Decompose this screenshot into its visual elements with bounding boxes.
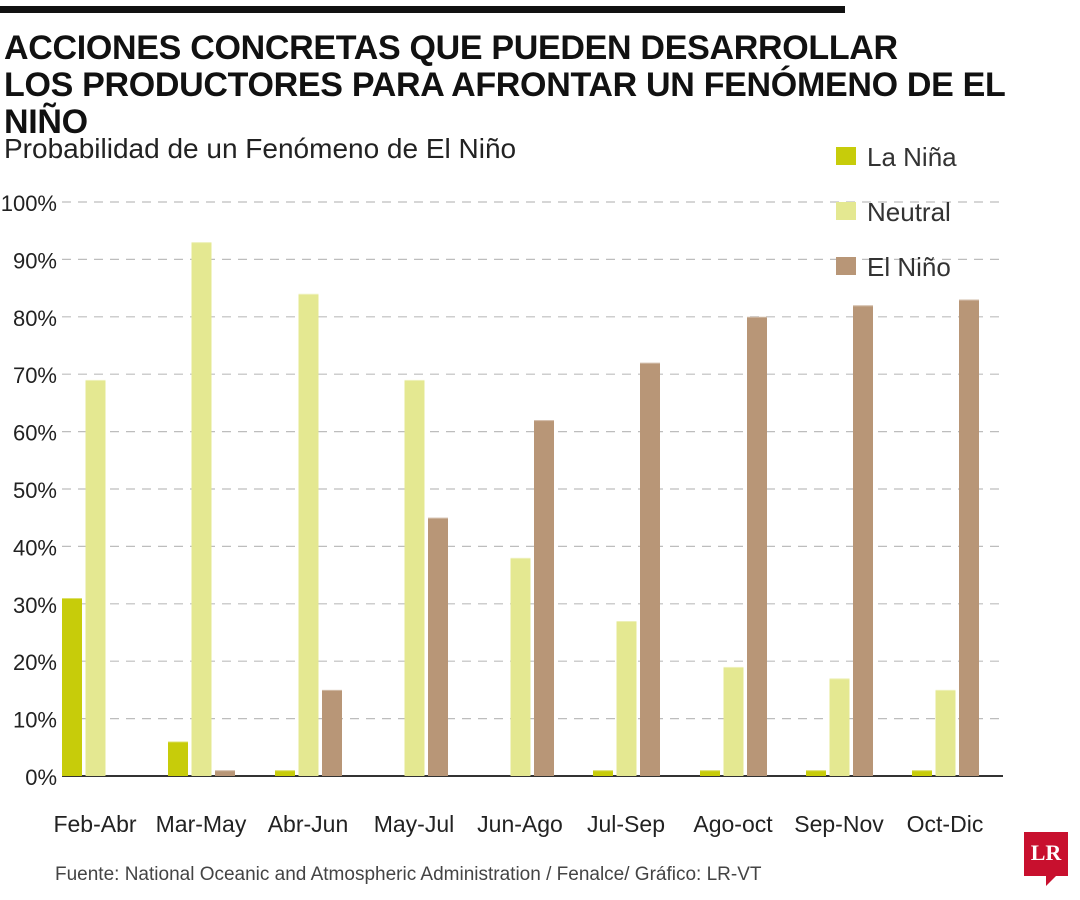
bar-neutral bbox=[723, 666, 744, 776]
y-tick-label: 70% bbox=[13, 363, 57, 388]
lr-logo-text: LR bbox=[1030, 840, 1062, 865]
bar-la-nina bbox=[593, 770, 613, 776]
bar-la-nina bbox=[168, 741, 188, 776]
bar-la-nina bbox=[700, 770, 720, 776]
y-tick-label: 30% bbox=[13, 593, 57, 618]
x-tick-label: Oct-Dic bbox=[907, 811, 984, 837]
x-tick-label: Mar-May bbox=[156, 811, 247, 837]
bar-el-nino bbox=[640, 362, 660, 776]
page-title-line-2: LOS PRODUCTORES PARA AFRONTAR UN FENÓMEN… bbox=[4, 66, 1005, 141]
bar-neutral bbox=[616, 621, 637, 776]
bar-el-nino bbox=[534, 420, 554, 776]
y-tick-label: 0% bbox=[25, 765, 57, 790]
page-title-line-1: ACCIONES CONCRETAS QUE PUEDEN DESARROLLA… bbox=[4, 29, 898, 67]
x-tick-label: Jun-Ago bbox=[477, 811, 563, 837]
bar-el-nino bbox=[428, 517, 448, 776]
bar-la-nina bbox=[275, 770, 295, 776]
page-title: ACCIONES CONCRETAS QUE PUEDEN DESARROLLA… bbox=[4, 30, 1064, 141]
x-tick-label: Ago-oct bbox=[693, 811, 773, 837]
bar-el-nino bbox=[853, 305, 873, 776]
legend-label: Neutral bbox=[867, 197, 951, 227]
x-tick-label: May-Jul bbox=[374, 811, 455, 837]
bar-neutral bbox=[829, 678, 850, 776]
x-tick-label: Sep-Nov bbox=[794, 811, 884, 837]
bar-el-nino bbox=[747, 316, 767, 776]
legend-swatch-la-nina bbox=[836, 147, 856, 165]
legend-label: El Niño bbox=[867, 252, 951, 282]
legend-swatch-el-nino bbox=[836, 257, 856, 275]
y-tick-label: 10% bbox=[13, 708, 57, 733]
chart-title: Probabilidad de un Fenómeno de El Niño bbox=[4, 133, 517, 164]
legend-swatch-neutral bbox=[836, 202, 856, 220]
y-tick-label: 100% bbox=[1, 191, 57, 216]
top-rule bbox=[0, 6, 845, 13]
y-tick-label: 50% bbox=[13, 478, 57, 503]
bar-neutral bbox=[935, 689, 956, 776]
x-tick-label: Jul-Sep bbox=[587, 811, 665, 837]
legend-label: La Niña bbox=[867, 142, 957, 172]
bar-el-nino bbox=[959, 299, 979, 776]
y-tick-label: 80% bbox=[13, 306, 57, 331]
bar-la-nina bbox=[912, 770, 932, 776]
bar-el-nino bbox=[215, 770, 235, 776]
bar-el-nino bbox=[322, 689, 342, 776]
y-tick-label: 60% bbox=[13, 421, 57, 446]
bar-neutral bbox=[298, 293, 319, 776]
source-note: Fuente: National Oceanic and Atmospheric… bbox=[55, 864, 762, 885]
lr-logo: LR bbox=[1024, 832, 1068, 876]
bar-la-nina bbox=[806, 770, 826, 776]
x-tick-label: Feb-Abr bbox=[53, 811, 136, 837]
y-tick-label: 90% bbox=[13, 248, 57, 273]
x-tick-label: Abr-Jun bbox=[268, 811, 349, 837]
bar-la-nina bbox=[62, 598, 82, 776]
y-tick-label: 40% bbox=[13, 535, 57, 560]
bar-neutral bbox=[191, 242, 212, 776]
lr-logo-tail bbox=[1046, 876, 1056, 886]
bar-neutral bbox=[510, 557, 531, 776]
bar-neutral bbox=[85, 379, 106, 776]
y-tick-label: 20% bbox=[13, 650, 57, 675]
bar-neutral bbox=[404, 379, 425, 776]
